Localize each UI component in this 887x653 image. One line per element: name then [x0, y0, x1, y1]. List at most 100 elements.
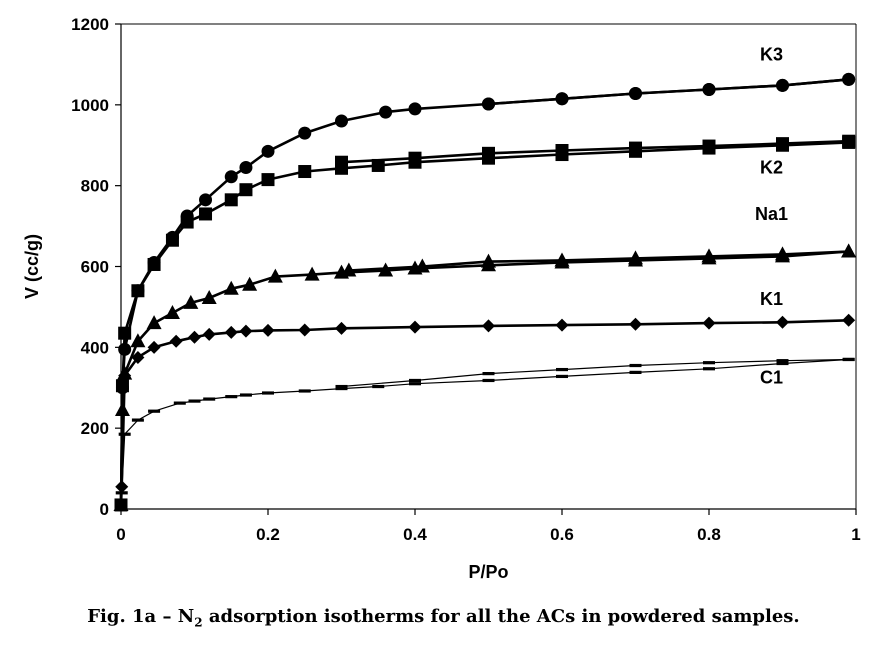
isotherm-chart: 0 200 400 600 800 1000 1200 0 0.2 0.4 0.6 0.8 1 K3 K2… — [22, 15, 861, 582]
series-na1-desorption-point — [841, 243, 857, 258]
series-k3-point — [224, 170, 238, 184]
y-tick-label: 400 — [81, 338, 109, 357]
series-layer — [113, 72, 857, 512]
series-c1-point — [776, 361, 789, 366]
series-k3-desorption-point — [555, 92, 569, 106]
series-c1-desorption-point — [335, 384, 348, 389]
series-k2-desorption-point — [702, 139, 716, 153]
series-c1-desorption-point — [556, 367, 568, 372]
series-na1-desorption-point — [414, 258, 430, 273]
series-k1-point — [147, 340, 161, 354]
series-na1-point — [164, 304, 180, 319]
series-k3-point — [199, 193, 213, 207]
series-k3-desorption-point — [482, 97, 495, 111]
series-k3-desorption-point — [629, 87, 642, 101]
series-k3-point — [379, 105, 393, 119]
series-na1-desorption-point — [628, 250, 643, 265]
y-tick-label: 600 — [81, 258, 109, 277]
series-k2-point — [180, 215, 194, 229]
caption-suffix: adsorption isotherms for all the ACs in … — [202, 606, 800, 627]
series-na1-desorption-point — [701, 248, 717, 263]
series-c1-desorption-point — [409, 378, 421, 383]
series-k2-desorption-point — [482, 146, 495, 160]
figure-caption: Fig. 1a – N2 adsorption isotherms for al… — [0, 606, 887, 630]
series-k2-desorption-point — [335, 155, 348, 169]
x-tick-label: 1 — [851, 525, 860, 544]
series-k2-desorption-point — [555, 144, 569, 158]
series-k1-point — [239, 324, 253, 338]
series-k1 — [114, 313, 856, 512]
series-na1-point — [267, 268, 283, 283]
x-tick-label: 0.4 — [403, 525, 427, 544]
series-na1-desorption-point — [775, 246, 790, 261]
series-na1-point — [146, 315, 162, 330]
series-k1-adsorption-line — [119, 319, 849, 506]
series-k2-desorption-point — [408, 151, 422, 165]
caption-subscript: 2 — [194, 615, 203, 630]
series-k1-point — [169, 334, 183, 348]
y-tick-label: 1200 — [71, 15, 109, 34]
y-tick-label: 800 — [81, 177, 109, 196]
series-c1-point — [115, 491, 128, 495]
y-axis-title: V (cc/g) — [22, 234, 42, 299]
series-c1-point — [118, 432, 131, 436]
series-na1-point — [201, 290, 217, 305]
series-c1-point — [703, 367, 715, 371]
series-c1-desorption-point — [842, 357, 855, 362]
series-c1-desorption-point — [776, 359, 789, 363]
series-c1-point — [335, 386, 348, 391]
series-k1-point — [629, 317, 642, 331]
series-na1 — [113, 243, 857, 511]
series-k3-desorption-line — [488, 78, 849, 106]
series-c1-point — [239, 393, 252, 397]
series-k2-desorption-line — [341, 139, 849, 164]
series-c1-point — [482, 378, 495, 383]
series-k1-point — [118, 369, 132, 383]
series-na1-desorption-point — [481, 253, 496, 268]
series-c1-point — [409, 382, 421, 386]
series-label-na1: Na1 — [755, 204, 788, 224]
series-k1-point — [702, 316, 716, 330]
series-c1-point — [131, 418, 144, 422]
x-tick-label: 0.2 — [256, 525, 280, 544]
series-k2-point — [118, 326, 132, 340]
series-k2-point — [298, 165, 312, 179]
series-k3-point — [408, 102, 422, 116]
series-k1-point — [555, 318, 569, 332]
series-na1-point — [223, 280, 239, 295]
series-k2-desorption-point — [776, 137, 789, 151]
series-label-c1: C1 — [760, 368, 783, 388]
series-k1-point — [335, 321, 348, 335]
series-k3-point — [261, 144, 275, 158]
series-k1-point — [202, 327, 216, 341]
series-label-k3: K3 — [760, 44, 783, 64]
annotation-layer: K3 K2 Na1 K1 C1 — [755, 44, 788, 387]
series-k2-desorption-point — [842, 134, 856, 148]
series-c1 — [115, 357, 855, 507]
series-c1-point — [629, 370, 642, 374]
y-tick-label: 0 — [100, 500, 109, 519]
series-k2-point — [239, 183, 253, 197]
series-k2-point — [199, 207, 213, 221]
series-k2-desorption-point — [629, 141, 642, 155]
series-k3-desorption-point — [776, 78, 789, 92]
series-na1-point — [130, 333, 146, 348]
series-c1-point — [556, 374, 568, 379]
series-k1-point — [776, 315, 789, 329]
series-k1-point — [131, 350, 145, 364]
series-k2-point — [224, 193, 238, 207]
series-k1-point — [224, 325, 238, 339]
series-na1-point — [304, 266, 320, 281]
series-na1-desorption-point — [554, 252, 570, 267]
series-c1-point — [372, 384, 385, 389]
series-c1-point — [262, 391, 274, 395]
series-c1-point — [203, 397, 216, 401]
axes: 0 200 400 600 800 1000 1200 0 0.2 0.4 0.6 0.8 1 — [71, 15, 861, 544]
y-tick-label: 200 — [81, 419, 109, 438]
series-k1-point — [408, 320, 422, 334]
series-k1-point — [188, 330, 201, 344]
series-k1-point — [482, 319, 495, 333]
series-c1-desorption-point — [629, 363, 642, 368]
series-k2-point — [131, 284, 145, 298]
series-c1-point — [115, 503, 127, 507]
